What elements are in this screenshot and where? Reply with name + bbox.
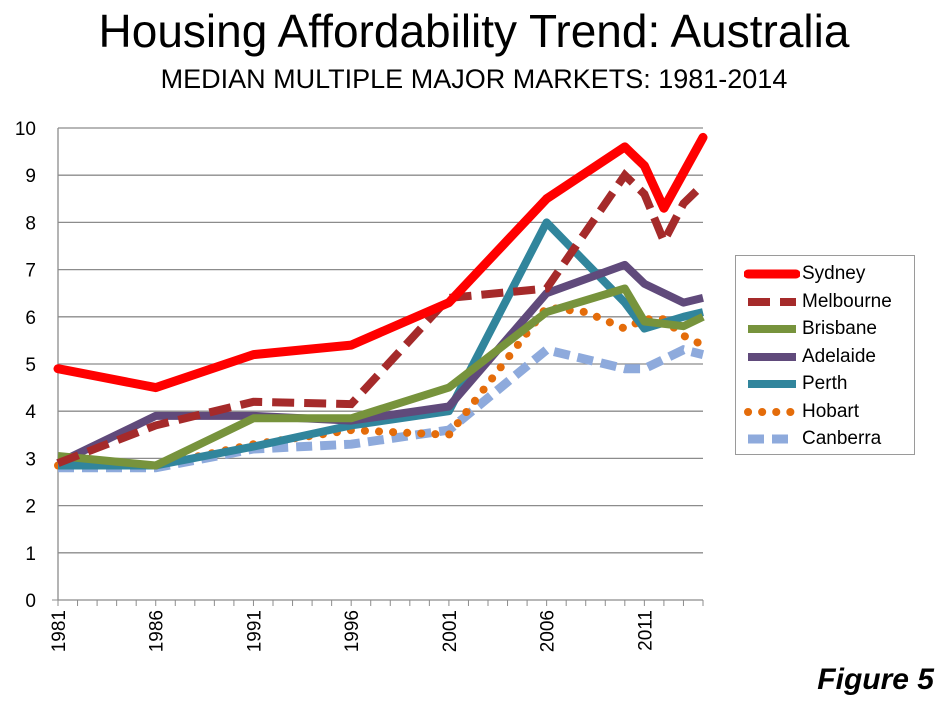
x-tick-label: 2001 xyxy=(440,610,461,652)
x-tick-label: 2011 xyxy=(635,610,656,651)
x-tick-label: 1996 xyxy=(342,610,363,652)
legend-item-melbourne: Melbourne xyxy=(744,290,914,314)
legend-label: Canberra xyxy=(802,428,882,449)
y-tick-label: 5 xyxy=(25,355,36,376)
y-tick-labels: 0 1 2 3 4 5 6 7 8 9 10 xyxy=(15,119,37,612)
series-lines xyxy=(53,132,708,473)
y-tick-label: 0 xyxy=(25,591,36,612)
x-tick-labels: 1981 1986 1991 1996 2001 2006 2011 xyxy=(49,610,656,652)
figure-label: Figure 5 xyxy=(817,663,934,696)
y-tick-label: 10 xyxy=(15,119,36,140)
y-tick-label: 6 xyxy=(25,308,36,329)
axes xyxy=(52,128,704,606)
legend-item-canberra: Canberra xyxy=(744,427,914,451)
y-tick-label: 8 xyxy=(25,213,36,234)
series-line-brisbane xyxy=(57,284,705,470)
y-tick-label: 3 xyxy=(25,449,36,470)
legend-label: Adelaide xyxy=(802,345,876,367)
legend-label: Melbourne xyxy=(802,290,892,312)
y-tick-label: 2 xyxy=(25,497,36,518)
legend-label: Brisbane xyxy=(802,318,877,339)
legend-swatch xyxy=(744,407,800,416)
legend-label: Hobart xyxy=(802,400,860,422)
legend-item-brisbane: Brisbane xyxy=(744,317,914,341)
chart-title: Housing Affordability Trend: Australia xyxy=(98,5,850,57)
legend-swatch xyxy=(748,434,796,444)
y-tick-label: 9 xyxy=(25,166,36,187)
y-tick-label: 1 xyxy=(25,544,36,565)
y-tick-label: 7 xyxy=(25,261,36,282)
series-line-melbourne xyxy=(56,169,706,467)
series-line-sydney xyxy=(53,132,708,393)
x-tick-label: 1991 xyxy=(244,610,265,652)
legend-item-sydney: Sydney xyxy=(744,262,914,286)
chart-subtitle: MEDIAN MULTIPLE MAJOR MARKETS: 1981-2014 xyxy=(160,64,788,94)
chart-legend: Sydney Melbourne Brisbane Adelaide Perth Hoba… xyxy=(735,255,915,455)
legend-item-adelaide: Adelaide xyxy=(744,345,914,369)
x-tick-label: 2006 xyxy=(538,610,559,652)
legend-swatch xyxy=(748,380,796,388)
legend-swatch xyxy=(748,297,796,306)
y-tick-label: 4 xyxy=(25,402,36,423)
legend-item-perth: Perth xyxy=(744,372,914,396)
legend-swatch xyxy=(748,325,796,333)
legend-label: Perth xyxy=(802,373,848,394)
legend-label: Sydney xyxy=(802,263,866,284)
legend-item-hobart: Hobart xyxy=(744,400,914,424)
legend-swatch xyxy=(744,269,800,279)
x-tick-label: 1981 xyxy=(49,610,70,652)
legend-swatch xyxy=(748,352,796,361)
x-tick-label: 1986 xyxy=(147,610,168,652)
grid-lines xyxy=(58,127,703,554)
